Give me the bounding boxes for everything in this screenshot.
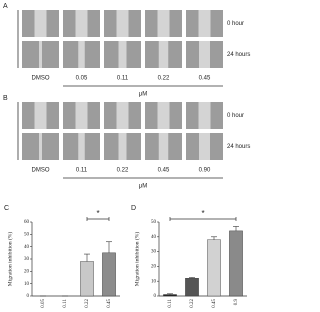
error-bar xyxy=(211,236,217,240)
wound-gap xyxy=(34,10,47,37)
wound-gap xyxy=(198,10,211,37)
dose-label: 0.11 xyxy=(117,76,129,82)
y-tick-label: 50 xyxy=(24,232,30,237)
wound-gap xyxy=(78,133,85,160)
row-label: 0 hour xyxy=(227,113,244,119)
dose-label: DMSO xyxy=(32,168,50,174)
y-tick-label: 10 xyxy=(24,282,30,287)
error-bar xyxy=(233,226,239,231)
wound-gap xyxy=(78,41,85,68)
wound-gap xyxy=(199,41,210,68)
wound-gap xyxy=(116,102,129,129)
wound-gap xyxy=(198,102,211,129)
error-bar xyxy=(84,253,90,262)
bar xyxy=(80,261,94,297)
row-label: 0 hour xyxy=(227,21,244,27)
y-tick-label: 20 xyxy=(151,265,157,270)
panel-label: A xyxy=(3,3,8,10)
dose-label: 0.11 xyxy=(76,168,88,174)
unit-label: μM xyxy=(139,184,147,190)
bar xyxy=(229,230,243,297)
x-tick-label: 0.45 xyxy=(107,299,112,308)
y-tick-label: 40 xyxy=(151,235,157,240)
x-tick-label: 0.11 xyxy=(168,299,173,308)
panel-label: B xyxy=(3,95,8,102)
y-tick-label: 10 xyxy=(151,279,157,284)
y-tick-label: 40 xyxy=(24,245,30,250)
row-label: 24 hours xyxy=(227,144,250,150)
figure: A 0 hour 24 hours DMSO 0.05 0.11 0.22 0.45 μM B 0 … xyxy=(3,3,250,308)
y-tick-label: 60 xyxy=(24,220,30,225)
dose-label: 0.45 xyxy=(199,76,211,82)
bar xyxy=(185,278,199,297)
bar xyxy=(207,239,221,297)
dose-label: 0.22 xyxy=(158,76,170,82)
wound-gap xyxy=(118,41,127,68)
error-bar xyxy=(106,241,112,253)
y-axis-label: Migration inhibition (%) xyxy=(6,232,13,287)
wound-gap xyxy=(157,102,170,129)
bar xyxy=(163,294,177,297)
wound-gap xyxy=(39,133,42,160)
error-bar xyxy=(189,277,195,279)
x-tick-label: 0.22 xyxy=(190,299,195,308)
wound-gap xyxy=(199,133,210,160)
significance-label: * xyxy=(96,209,99,218)
dose-label: DMSO xyxy=(32,76,50,82)
x-tick-label: 0.05 xyxy=(41,299,46,308)
wound-gap xyxy=(39,41,42,68)
dose-label: 0.05 xyxy=(76,76,88,82)
panel-label: D xyxy=(131,205,136,212)
y-tick-label: 20 xyxy=(24,269,30,274)
bar xyxy=(102,252,116,297)
x-tick-label: 0.22 xyxy=(85,299,90,308)
wound-gap xyxy=(158,41,169,68)
wound-gap xyxy=(75,10,88,37)
dose-label: 0.22 xyxy=(117,168,129,174)
y-tick-label: 30 xyxy=(24,257,30,262)
wound-gap xyxy=(75,102,88,129)
x-tick-label: 0.11 xyxy=(63,299,68,308)
y-tick-label: 0 xyxy=(27,294,30,299)
y-tick-label: 50 xyxy=(151,220,157,225)
panel-label: C xyxy=(4,205,9,212)
dose-label: 0.45 xyxy=(158,168,170,174)
y-tick-label: 30 xyxy=(151,250,157,255)
wound-gap xyxy=(116,10,129,37)
y-axis-label: Migration inhibition (%) xyxy=(133,232,140,287)
error-bar xyxy=(167,293,173,295)
dose-label: 0.90 xyxy=(199,168,211,174)
row-label: 24 hours xyxy=(227,52,250,58)
significance-label: * xyxy=(201,209,204,218)
wound-gap xyxy=(34,102,47,129)
unit-label: μM xyxy=(139,92,147,98)
wound-gap xyxy=(157,10,170,37)
y-tick-label: 0 xyxy=(154,294,157,299)
x-tick-label: 0.45 xyxy=(212,299,217,308)
wound-gap xyxy=(158,133,169,160)
wound-gap xyxy=(118,133,127,160)
x-tick-label: 0.9 xyxy=(234,299,239,306)
